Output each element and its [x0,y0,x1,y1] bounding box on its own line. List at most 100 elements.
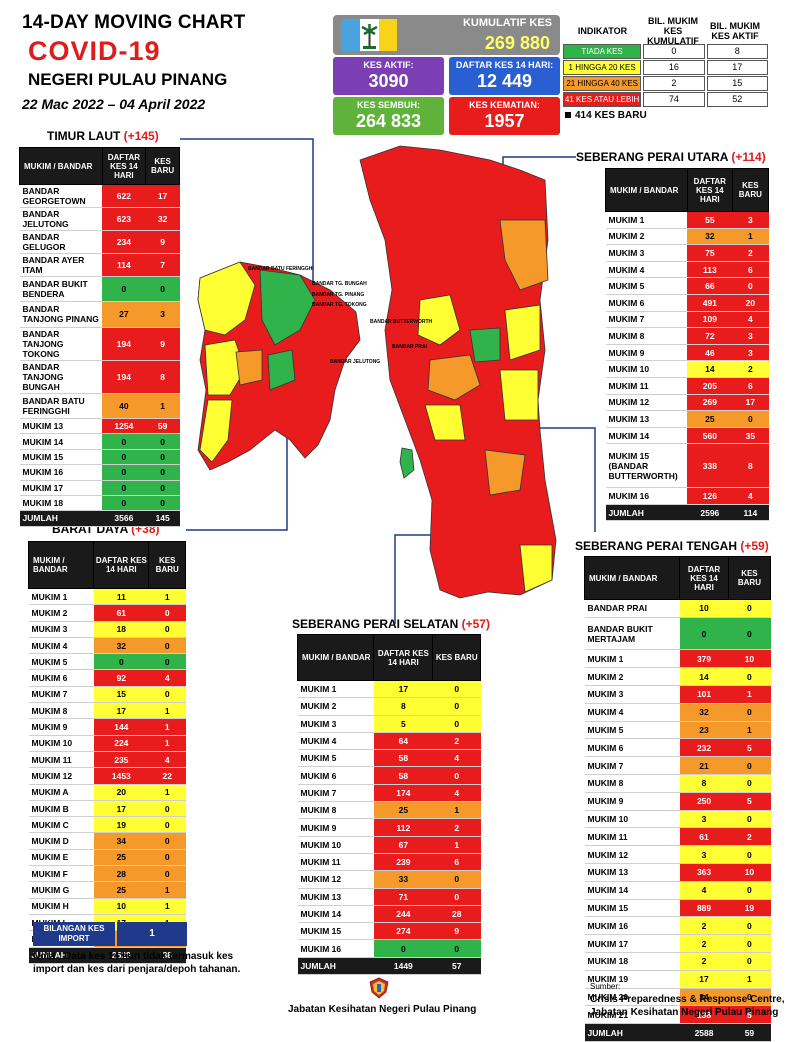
legend-row-kumulatif: 74 [643,92,705,107]
table-cell-baru: 5 [728,1005,771,1025]
table-cell-baru: 1 [145,393,180,419]
table-cell-daftar: 174 [373,784,433,803]
table-row: BANDAR GEORGETOWN 622 17 [19,184,180,208]
table-cell-name: MUKIM A [28,784,94,801]
table-row: MUKIM 13 1254 59 [19,418,180,435]
table-cell-baru: 5 [728,738,771,758]
table-cell-baru: 0 [728,667,771,686]
table-cell-name: MUKIM 9 [605,344,688,362]
table-cell-daftar: 14 [687,360,733,378]
table-cell-name: MUKIM 13 [19,418,103,435]
table-row: MUKIM H 10 1 [28,898,186,915]
table-cell-baru: 9 [145,327,180,361]
note-text: Nota : Data kes 14 hari tidak termasuk k… [33,951,241,975]
table-row: MUKIM 11 61 2 [584,827,771,847]
table-header-cell: MUKIM / BANDAR [296,634,375,681]
legend-row-kumulatif: 2 [643,76,705,91]
table-row: MUKIM 3 101 1 [584,685,771,704]
table-cell-name: MUKIM 10 [297,836,374,854]
table-cell-baru: 2 [728,827,771,847]
table-cell-daftar: 0 [93,653,149,671]
table-cell-name: MUKIM 1 [605,211,688,229]
table-cell-baru: 2 [732,360,769,378]
table-cell-baru: 8 [732,443,769,489]
table-row: MUKIM 7 15 0 [28,686,186,704]
table-header-cell: DAFTAR KES 14 HARI [679,556,729,600]
table-cell-name: MUKIM 4 [297,732,374,751]
source-block: Sumber: Crisis Preparedness & Response C… [590,980,785,1019]
table-cell-baru: 1 [728,685,771,704]
legend-row-kumulatif: 0 [643,44,705,59]
table-cell-name: BANDAR TANJONG BUNGAH [19,360,103,394]
square-bullet-icon [565,112,571,118]
table-cell-baru: 0 [728,774,771,793]
table-cell-baru: 0 [148,800,186,818]
table-total-cell: JUMLAH [297,957,374,976]
table-row: MUKIM 5 58 4 [297,749,481,768]
table-cell-name: BANDAR TANJONG TOKONG [19,327,103,361]
table-header-row: MUKIM / BANDAR DAFTAR KES 14 HARI KES BARU [296,634,481,681]
table-cell-daftar: 1453 [93,767,149,785]
table-cell-name: MUKIM 18 [584,952,680,971]
table-total-cell: 3566 [102,510,146,527]
table-header-cell: MUKIM / BANDAR [19,147,103,185]
table-row: MUKIM 17 2 0 [584,934,771,953]
table-header-cell: KES BARU [145,147,180,185]
table-row: MUKIM 17 0 0 [19,480,180,496]
table-cell-baru: 0 [728,845,771,864]
table-cell-name: MUKIM 14 [19,433,103,450]
table-cell-name: MUKIM 6 [297,766,374,785]
island-west-mukim [204,339,246,396]
aktif-label: KES AKTIF: [363,60,414,70]
table-cell-name: MUKIM 1 [584,649,680,669]
table-cell-name: BANDAR JELUTONG [19,207,103,231]
table-cell-name: MUKIM 9 [297,818,374,837]
map-label-butterworth: BANDAR BUTTERWORTH [370,319,433,325]
table-cell-daftar: 61 [679,827,729,847]
table-row: MUKIM 11 235 4 [28,751,186,769]
table-row: BANDAR TANJONG TOKONG 194 9 [19,327,180,361]
table-cell-baru: 0 [148,832,186,850]
table-total-cell: 114 [732,504,769,522]
table-cell-baru: 17 [145,184,180,208]
table-cell-name: MUKIM 10 [584,810,680,829]
table-cell-baru: 1 [148,784,186,801]
table-cell-name: MUKIM E [28,849,94,867]
table-cell-baru: 59 [145,418,180,435]
map-label-prai: BANDAR PRAI [392,344,428,350]
table-row: MUKIM 7 109 4 [605,311,769,329]
table-cell-daftar: 64 [373,732,433,751]
table-cell-daftar: 19 [93,816,149,834]
table-cell-name: MUKIM 7 [584,756,680,775]
table-cell-baru: 0 [148,653,186,671]
barat-daya-table: MUKIM / BANDAR DAFTAR KES 14 HARI KES BARU… [27,541,186,964]
table-row: MUKIM 4 32 0 [584,703,771,722]
table-cell-baru: 2 [432,732,481,751]
daftar14-value: 12 449 [476,71,533,91]
table-cell-daftar: 274 [373,922,433,941]
table-cell-baru: 3 [145,301,180,328]
table-cell-name: MUKIM 7 [28,686,94,704]
table-cell-name: MUKIM 8 [297,801,374,820]
legend-row-label: 21 HINGGA 40 KES [563,76,642,91]
table-cell-daftar: 3 [679,845,729,864]
table-row: MUKIM 6 232 5 [584,738,771,758]
table-total-cell: JUMLAH [28,947,94,964]
table-cell-baru: 32 [145,207,180,231]
table-cell-baru: 1 [148,881,186,899]
table-cell-baru: 4 [432,784,481,803]
table-row: MUKIM 14 560 35 [605,427,769,445]
table-cell-daftar: 4 [679,881,729,900]
kematian-value: 1957 [484,111,525,131]
table-total-cell: 1449 [373,957,433,976]
table-cell-baru: 0 [432,939,481,958]
kematian-box: KES KEMATIAN: 1957 [449,97,560,135]
table-cell-daftar: 25 [687,410,733,428]
table-total-row: JUMLAH 2520 38 [28,947,186,964]
table-row: MUKIM C 19 0 [28,816,186,834]
island-small-green [399,447,415,479]
table-cell-baru: 5 [728,792,771,811]
source-line1: Crisis Preparedness & Response Centre, [590,994,785,1005]
source-label: Sumber: [590,982,621,991]
